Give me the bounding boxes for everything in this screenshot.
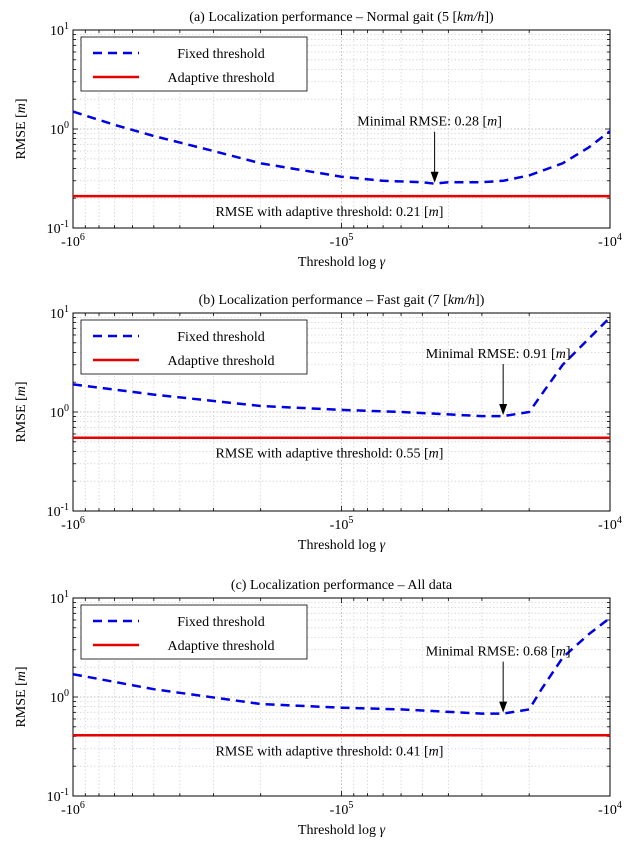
chart-panel-1: -106 -105 -104 10-1 100 101 Threshold log γ RMS… xyxy=(14,10,622,270)
y-tick-label: 100 xyxy=(50,688,69,706)
annotation-minimal-rmse: Minimal RMSE: 0.91 [m] xyxy=(426,347,571,362)
y-tick-label: 100 xyxy=(50,120,69,138)
annotation-arrow-head xyxy=(430,171,439,183)
legend-label: Fixed threshold xyxy=(177,330,265,345)
x-axis-title: Threshold log γ xyxy=(298,823,386,838)
legend-box xyxy=(80,319,308,375)
x-tick-label: -106 xyxy=(61,232,85,250)
x-axis-title: Threshold log γ xyxy=(298,255,386,270)
annotation-arrow-head xyxy=(499,404,508,416)
series-line-fixed xyxy=(73,110,610,185)
chart-title: (c) Localization performance – All data xyxy=(231,578,453,593)
y-tick-label: 101 xyxy=(50,589,69,607)
legend-label: Adaptive threshold xyxy=(168,639,275,654)
y-tick-label: 10-1 xyxy=(47,219,69,237)
legend-box xyxy=(80,604,308,660)
series-line-fixed xyxy=(73,616,610,715)
annotation-adaptive-rmse: RMSE with adaptive threshold: 0.55 [m] xyxy=(216,447,444,462)
chart-title: (a) Localization performance – Normal ga… xyxy=(189,10,494,25)
legend-label: Adaptive threshold xyxy=(168,354,275,369)
x-tick-label: -104 xyxy=(598,515,622,533)
legend-label: Adaptive threshold xyxy=(168,71,275,86)
legend-label: Fixed threshold xyxy=(177,615,265,630)
series-line-fixed xyxy=(73,316,610,418)
annotation-minimal-rmse: Minimal RMSE: 0.68 [m] xyxy=(426,645,571,660)
y-tick-label: 10-1 xyxy=(47,787,69,805)
y-tick-label: 101 xyxy=(50,21,69,39)
y-tick-label: 101 xyxy=(50,304,69,322)
x-tick-label: -105 xyxy=(330,515,354,533)
y-tick-label: 10-1 xyxy=(47,502,69,520)
x-tick-label: -104 xyxy=(598,232,622,250)
annotation-minimal-rmse: Minimal RMSE: 0.28 [m] xyxy=(357,115,502,130)
x-tick-label: -105 xyxy=(330,232,354,250)
y-axis-title: RMSE [m] xyxy=(14,666,29,727)
chart-panel-2: -106 -105 -104 10-1 100 101 Threshold log γ RMS… xyxy=(14,293,622,553)
legend-box xyxy=(80,36,308,92)
chart-title: (b) Localization performance – Fast gait… xyxy=(199,293,485,308)
annotation-adaptive-rmse: RMSE with adaptive threshold: 0.41 [m] xyxy=(216,744,444,759)
y-axis-title: RMSE [m] xyxy=(14,98,29,159)
annotation-adaptive-rmse: RMSE with adaptive threshold: 0.21 [m] xyxy=(216,205,444,220)
chart-panel-3: -106 -105 -104 10-1 100 101 Threshold log γ RMS… xyxy=(14,578,622,838)
x-tick-label: -105 xyxy=(330,800,354,818)
y-tick-label: 100 xyxy=(50,403,69,421)
x-tick-label: -106 xyxy=(61,515,85,533)
annotation-arrow-head xyxy=(499,701,508,713)
y-axis-title: RMSE [m] xyxy=(14,381,29,442)
x-tick-label: -104 xyxy=(598,800,622,818)
legend-label: Fixed threshold xyxy=(177,47,265,62)
x-tick-label: -106 xyxy=(61,800,85,818)
x-axis-title: Threshold log γ xyxy=(298,538,386,553)
